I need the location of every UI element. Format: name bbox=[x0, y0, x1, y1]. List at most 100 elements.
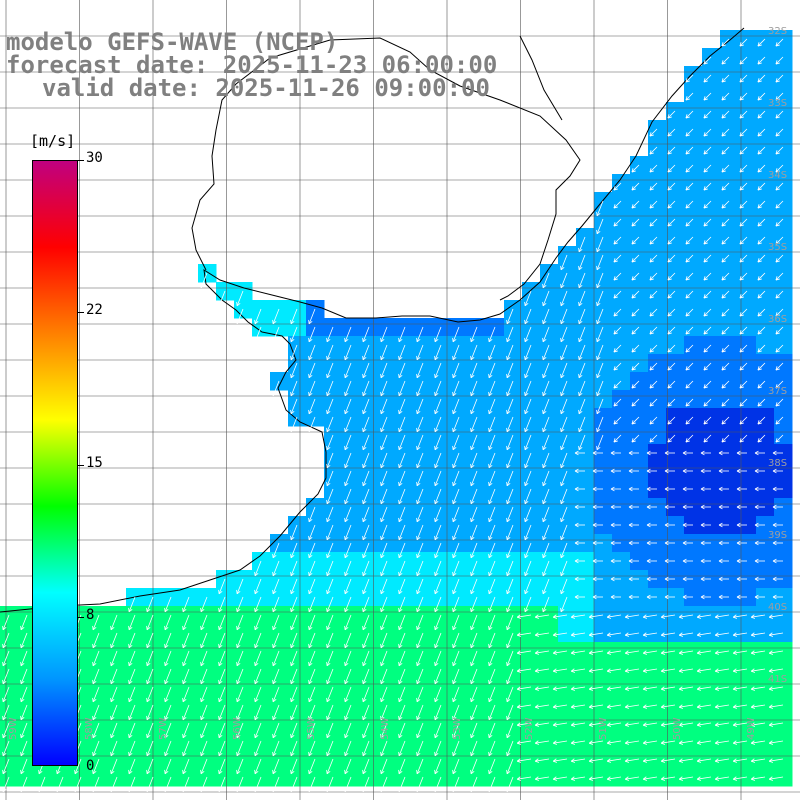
wind-speed-cell bbox=[594, 678, 613, 697]
wind-arrow-head bbox=[308, 735, 313, 739]
wind-arrow-head bbox=[772, 578, 777, 582]
wind-arrow-head bbox=[610, 558, 615, 562]
wind-arrow-head bbox=[110, 645, 115, 649]
wind-arrow-head bbox=[506, 447, 511, 451]
wind-arrow-head bbox=[607, 616, 612, 619]
wind-arrow-head bbox=[757, 404, 762, 407]
wind-arrow bbox=[560, 326, 568, 343]
wind-arrow bbox=[589, 740, 604, 744]
wind-arrow-head bbox=[661, 724, 666, 727]
wind-arrow bbox=[739, 308, 748, 317]
wind-arrow bbox=[631, 272, 640, 281]
wind-arrow-head bbox=[703, 278, 708, 281]
wind-arrow-head bbox=[660, 668, 665, 672]
wind-arrow-head bbox=[685, 152, 690, 155]
wind-speed-cell bbox=[684, 768, 703, 787]
wind-arrow-head bbox=[696, 704, 701, 708]
wind-arrow-head bbox=[290, 411, 295, 415]
wind-arrow bbox=[254, 704, 262, 721]
wind-arrow bbox=[488, 506, 496, 523]
wind-arrow bbox=[775, 398, 784, 407]
wind-speed-cell bbox=[702, 570, 721, 589]
lon-label: 59W bbox=[8, 717, 19, 740]
wind-arrow-head bbox=[736, 560, 741, 564]
wind-arrow-head bbox=[660, 722, 665, 726]
wind-arrow bbox=[452, 506, 460, 523]
wind-arrow-head bbox=[757, 80, 762, 83]
wind-arrow bbox=[697, 776, 712, 780]
wind-arrow bbox=[757, 146, 766, 155]
wind-arrow bbox=[416, 650, 424, 667]
wind-arrow-head bbox=[182, 609, 187, 613]
wind-arrow bbox=[757, 92, 766, 101]
wind-arrow bbox=[553, 650, 568, 654]
wind-arrow bbox=[92, 740, 100, 757]
wind-arrow-head bbox=[380, 681, 385, 685]
wind-arrow bbox=[721, 128, 730, 137]
wind-arrow bbox=[218, 578, 226, 595]
wind-arrow-head bbox=[524, 321, 529, 325]
wind-arrow bbox=[308, 776, 316, 793]
wind-arrow bbox=[607, 650, 622, 654]
wind-arrow-head bbox=[552, 758, 557, 762]
wind-arrow bbox=[607, 614, 622, 618]
wind-arrow-head bbox=[703, 150, 706, 155]
wind-arrow-head bbox=[721, 152, 726, 155]
wind-arrow-head bbox=[757, 440, 762, 443]
wind-arrow-head bbox=[570, 650, 575, 654]
wind-arrow-head bbox=[736, 578, 741, 582]
wind-arrow bbox=[643, 722, 658, 726]
wind-arrow-head bbox=[596, 375, 601, 379]
wind-arrow-head bbox=[642, 614, 647, 618]
wind-arrow bbox=[272, 668, 280, 685]
wind-arrow-head bbox=[574, 560, 579, 564]
lat-label: 32S bbox=[768, 26, 788, 37]
wind-arrow bbox=[416, 596, 424, 613]
wind-arrow bbox=[596, 290, 604, 307]
colorbar-tick-mark bbox=[78, 312, 84, 313]
wind-arrow-head bbox=[661, 688, 666, 691]
wind-arrow bbox=[452, 758, 460, 775]
wind-arrow bbox=[20, 704, 28, 721]
wind-arrow-head bbox=[308, 393, 313, 397]
wind-arrow bbox=[715, 614, 730, 618]
wind-arrow bbox=[733, 650, 748, 654]
wind-arrow-head bbox=[700, 524, 705, 528]
wind-arrow-head bbox=[182, 663, 187, 667]
wind-arrow-head bbox=[649, 132, 652, 137]
wind-arrow-head bbox=[685, 114, 688, 119]
wind-arrow bbox=[589, 650, 604, 654]
wind-arrow-head bbox=[757, 96, 760, 101]
wind-arrow-head bbox=[308, 321, 313, 325]
wind-arrow bbox=[553, 758, 568, 762]
wind-arrow bbox=[739, 218, 748, 227]
wind-arrow-head bbox=[416, 447, 421, 451]
wind-arrow-head bbox=[592, 468, 597, 472]
wind-arrow-head bbox=[517, 760, 522, 763]
wind-arrow bbox=[470, 758, 478, 775]
wind-arrow-head bbox=[649, 150, 652, 155]
wind-arrow-head bbox=[610, 506, 615, 510]
wind-arrow-head bbox=[592, 486, 597, 490]
wind-arrow bbox=[470, 380, 478, 397]
wind-arrow-head bbox=[434, 663, 439, 667]
wind-arrow-head bbox=[553, 724, 558, 727]
wind-arrow-head bbox=[574, 506, 579, 510]
wind-arrow bbox=[74, 758, 82, 775]
wind-speed-cell bbox=[612, 750, 631, 769]
wind-arrow-head bbox=[398, 339, 403, 343]
wind-arrow-head bbox=[775, 132, 778, 137]
wind-arrow-head bbox=[524, 573, 529, 577]
wind-arrow-head bbox=[624, 668, 629, 672]
wind-arrow-head bbox=[751, 670, 756, 673]
wind-arrow-head bbox=[739, 114, 742, 119]
wind-arrow-head bbox=[661, 670, 666, 673]
wind-arrow bbox=[571, 686, 586, 690]
wind-arrow bbox=[218, 596, 226, 613]
wind-arrow-head bbox=[552, 776, 557, 780]
wind-arrow-head bbox=[488, 393, 493, 397]
wind-arrow-head bbox=[700, 506, 705, 510]
wind-speed-cell bbox=[522, 714, 541, 733]
wind-arrow-head bbox=[326, 771, 331, 775]
